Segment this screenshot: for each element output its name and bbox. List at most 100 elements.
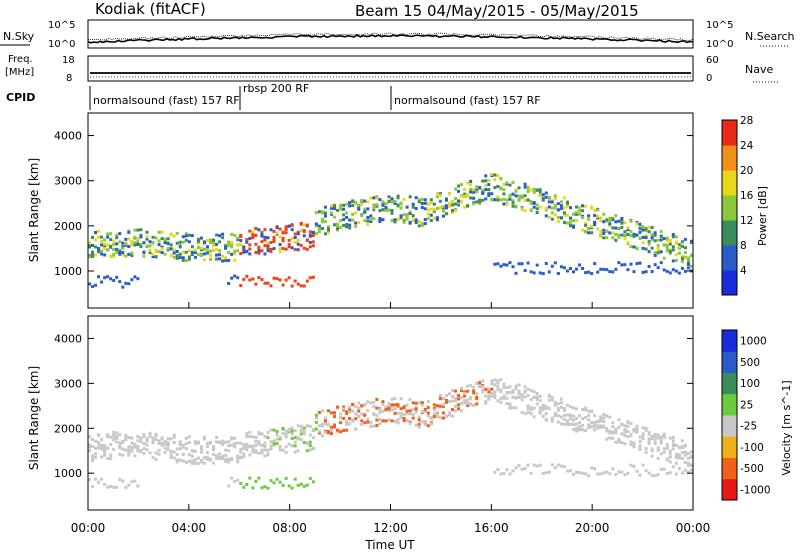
y-tick-label: 2000 [54, 422, 82, 435]
heatmap-cell [181, 235, 185, 239]
heatmap-cell [596, 424, 600, 428]
heatmap-cell [475, 185, 479, 189]
heatmap-cell [508, 402, 512, 406]
heatmap-cell [293, 444, 297, 448]
heatmap-cell [293, 440, 297, 444]
heatmap-cell [330, 211, 333, 215]
heatmap-cell [689, 239, 693, 243]
heatmap-cell [629, 234, 633, 238]
heatmap-cell [614, 440, 618, 444]
heatmap-cell [511, 265, 515, 269]
heatmap-cell [227, 251, 231, 255]
heatmap-cell [553, 213, 557, 217]
heatmap-cell [671, 259, 675, 263]
heatmap-cell [447, 204, 451, 208]
heatmap-cell [472, 389, 476, 393]
heatmap-cell [393, 199, 397, 203]
heatmap-cell [602, 236, 606, 240]
heatmap-cell [550, 200, 554, 204]
heatmap-cell [605, 427, 609, 431]
heatmap-cell [209, 241, 212, 245]
heatmap-cell [148, 244, 152, 248]
heatmap-cell [532, 406, 536, 410]
heatmap-cell [578, 421, 582, 425]
heatmap-cell [187, 453, 191, 457]
heatmap-cell [466, 181, 470, 185]
heatmap-cell [565, 200, 569, 204]
heatmap-cell [487, 394, 491, 398]
velocity-colorbar-label: Velocity [m s^-1] [780, 380, 793, 475]
heatmap-cell [517, 383, 521, 387]
colorbar-segment [722, 478, 737, 501]
heatmap-cell [263, 448, 267, 452]
heatmap-cell [532, 190, 536, 194]
heatmap-cell [414, 405, 418, 409]
heatmap-cell [447, 192, 451, 196]
heatmap-cell [384, 208, 388, 212]
heatmap-cell [290, 444, 294, 448]
heatmap-cell [266, 431, 270, 435]
heatmap-cell [432, 403, 436, 407]
heatmap-cell [532, 463, 536, 467]
heatmap-cell [323, 205, 327, 209]
heatmap-cell [115, 275, 119, 279]
heatmap-cell [444, 204, 448, 208]
heatmap-cell [578, 426, 582, 430]
heatmap-cell [553, 400, 557, 404]
heatmap-cell [257, 476, 261, 480]
heatmap-cell [112, 248, 116, 252]
heatmap-cell [121, 241, 125, 245]
heatmap-cell [556, 420, 560, 424]
heatmap-cell [556, 208, 560, 212]
heatmap-cell [345, 420, 349, 424]
heatmap-cell [336, 228, 340, 232]
heatmap-cell [227, 449, 231, 453]
heatmap-cell [614, 232, 618, 236]
heatmap-cell [127, 435, 131, 439]
heatmap-cell [538, 399, 542, 403]
heatmap-cell [357, 207, 361, 211]
heatmap-cell [342, 429, 346, 433]
heatmap-cell [396, 196, 400, 200]
heatmap-cell [575, 205, 579, 209]
heatmap-cell [444, 393, 448, 397]
heatmap-cell [623, 442, 627, 446]
x-tick-label: 04:00 [172, 521, 207, 535]
heatmap-cell [547, 393, 551, 397]
heatmap-cell [520, 398, 524, 402]
heatmap-cell [227, 258, 231, 262]
heatmap-cell [441, 405, 445, 409]
heatmap-cell [650, 437, 654, 441]
heatmap-cell [502, 471, 506, 475]
heatmap-cell [284, 225, 288, 229]
x-axis-ticks: 00:00 04:00 08:00 12:00 16:00 20:00 00:00 [71, 302, 710, 535]
heatmap-cell [124, 281, 128, 285]
heatmap-cell [399, 416, 403, 420]
heatmap-cell [396, 421, 400, 425]
noise-left-label: N.Sky [3, 30, 35, 43]
heatmap-cell [136, 237, 140, 241]
heatmap-cell [457, 394, 461, 398]
heatmap-cell [118, 232, 122, 236]
heatmap-cell [345, 411, 349, 415]
heatmap-cell [339, 430, 343, 434]
heatmap-cell [160, 230, 164, 234]
heatmap-cell [375, 196, 379, 200]
heatmap-cell [644, 229, 648, 233]
heatmap-cell [405, 412, 409, 416]
heatmap-cell [381, 400, 385, 404]
heatmap-cell [399, 202, 403, 206]
heatmap-cell [584, 415, 588, 419]
heatmap-cell [505, 396, 509, 400]
heatmap-cell [644, 447, 648, 451]
heatmap-cell [181, 452, 185, 456]
heatmap-cell [514, 384, 518, 388]
heatmap-cell [523, 209, 527, 213]
heatmap-cell [656, 266, 660, 270]
heatmap-cell [517, 395, 521, 399]
heatmap-cell [623, 428, 627, 432]
heatmap-cell [251, 450, 255, 454]
cpid-segment-3: normalsound (fast) 157 RF [394, 94, 541, 107]
heatmap-cell [236, 478, 240, 482]
